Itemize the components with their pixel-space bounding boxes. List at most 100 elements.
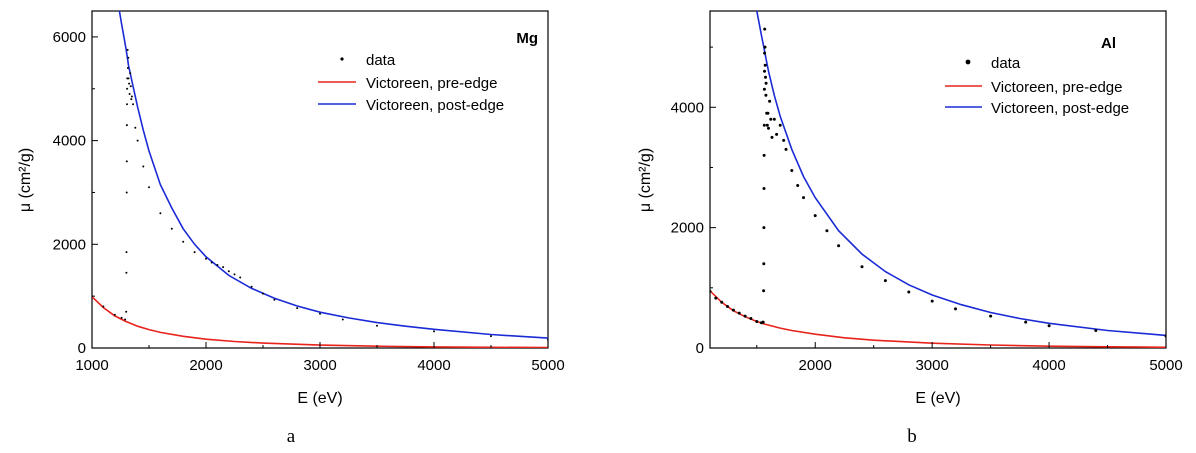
y-axis-label: μ (cm²/g) (637, 148, 654, 212)
legend-label-data: data (366, 52, 396, 69)
data-point (125, 160, 128, 163)
data-point (262, 292, 264, 295)
data-point (763, 45, 767, 49)
data-point (755, 320, 759, 323)
x-tick-label: 1000 (75, 357, 108, 374)
data-point (227, 270, 230, 273)
data-point (547, 338, 548, 341)
data-point (710, 289, 712, 293)
plot-marks (710, 11, 1166, 348)
data-point (126, 48, 129, 51)
data-point (125, 251, 128, 254)
data-point (813, 214, 817, 218)
data-point (860, 265, 864, 269)
x-tick-label: 4000 (1032, 357, 1065, 374)
legend: data Victoreen, pre-edge Victoreen, post… (945, 55, 1129, 117)
chart-panel-al: 2000 3000 4000 5000 0 2000 4000 Al E (eV) μ (c… (637, 10, 1183, 447)
data-point (273, 298, 276, 301)
data-point (148, 186, 150, 189)
data-point (130, 98, 133, 101)
x-tick-label: 5000 (531, 357, 564, 374)
data-point (762, 123, 766, 127)
data-point (883, 279, 887, 283)
data-point (726, 305, 729, 308)
data-point (770, 135, 774, 139)
data-point (761, 320, 765, 324)
data-point (125, 271, 128, 274)
chart-title: Al (1101, 35, 1116, 52)
data-point (1047, 324, 1051, 328)
data-point (125, 124, 128, 127)
data-point (113, 313, 116, 316)
legend-marker-data (340, 57, 344, 61)
plot-frame (709, 10, 1167, 349)
data-point (720, 300, 724, 304)
data-point (731, 308, 735, 312)
data-point (762, 262, 766, 266)
data-point (762, 87, 766, 91)
data-point (769, 117, 773, 121)
x-tick-label: 2000 (799, 357, 832, 374)
data-point (762, 187, 766, 190)
data-point (714, 296, 718, 300)
data-point (763, 69, 766, 73)
data-point (954, 307, 957, 311)
data-point (130, 95, 133, 98)
data-point (1024, 320, 1028, 324)
data-point (239, 276, 242, 279)
data-point (1164, 334, 1166, 338)
data-point (210, 261, 213, 264)
y-tick-label: 0 (696, 340, 704, 357)
y-tick-label: 2000 (671, 220, 704, 237)
y-tick-label: 4000 (671, 99, 704, 116)
series-line-victoreen-post-edge (756, 11, 1166, 337)
data-point (102, 305, 105, 308)
chart-panel-mg: 1000 2000 3000 4000 5000 0 2000 4000 6000 Mg E (… (17, 10, 565, 447)
x-tick-label: 3000 (303, 357, 336, 374)
data-point (764, 81, 768, 85)
data-point (930, 299, 934, 303)
data-point (796, 184, 800, 187)
data-point (743, 314, 747, 318)
data-point (762, 153, 766, 157)
data-point (907, 290, 911, 294)
data-point (784, 147, 788, 151)
data-point (790, 169, 794, 172)
data-point (126, 87, 129, 90)
x-axis-label: E (eV) (297, 390, 342, 407)
data-point (764, 93, 768, 97)
data-point (222, 266, 225, 269)
data-point (205, 257, 207, 260)
x-tick-label: 4000 (417, 357, 450, 374)
chart-title: Mg (516, 30, 538, 47)
data-point (837, 244, 841, 248)
data-point (142, 165, 145, 168)
data-point (125, 191, 128, 194)
data-point (768, 99, 772, 103)
data-point (124, 318, 127, 321)
data-point (433, 330, 435, 333)
y-tick-label: 2000 (53, 236, 86, 253)
data-point (782, 138, 786, 142)
data-point (775, 132, 779, 136)
legend: data Victoreen, pre-edge Victoreen, post… (318, 52, 504, 114)
y-axis-label: μ (cm²/g) (17, 148, 34, 212)
data-point (772, 117, 776, 121)
data-point (127, 56, 130, 59)
y-tick-label: 0 (78, 340, 86, 357)
data-point (825, 229, 829, 233)
data-point (132, 103, 134, 106)
x-tick-label: 5000 (1149, 357, 1182, 374)
data-point (182, 240, 185, 243)
data-point (126, 103, 128, 106)
plot-marks (92, 11, 548, 348)
data-point (126, 67, 129, 69)
data-point (296, 307, 299, 310)
data-point (250, 285, 253, 288)
series-line-victoreen-post-edge (118, 11, 548, 339)
data-point (319, 312, 321, 315)
data-point (763, 63, 767, 67)
data-point (764, 75, 767, 79)
data-point (376, 324, 378, 327)
